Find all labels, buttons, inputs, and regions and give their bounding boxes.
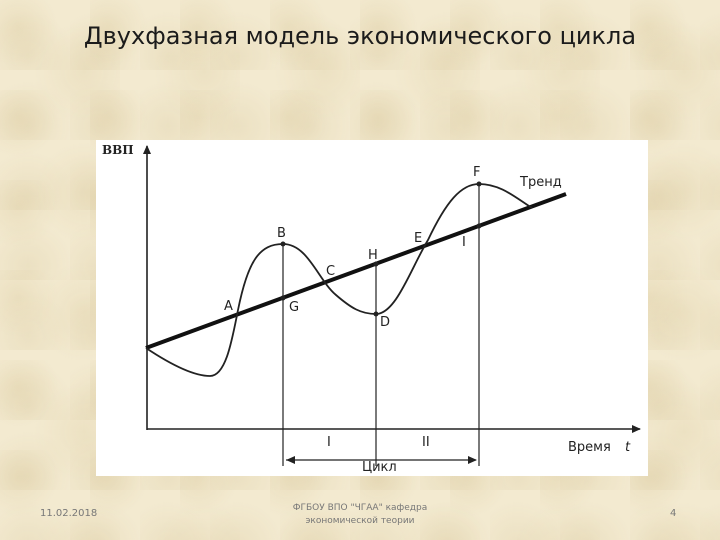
point-f-marker — [476, 181, 482, 187]
footer-org: ФГБОУ ВПО "ЧГАА" кафедра экономической т… — [292, 503, 428, 526]
cycle-curve — [145, 183, 533, 377]
point-a-label: A — [224, 299, 233, 314]
point-c-label: C — [326, 264, 335, 279]
point-i-marker — [476, 223, 482, 229]
business-cycle-diagram: ВВП Время t Тренд A B C D E F G H I I II… — [96, 140, 648, 476]
phase-1-label: I — [327, 435, 331, 450]
trend-label: Тренд — [519, 175, 562, 190]
point-b-label: B — [277, 226, 286, 241]
phase-2-label: II — [422, 435, 430, 450]
point-e-label: E — [414, 231, 422, 246]
x-axis-label: Время — [568, 440, 611, 455]
point-d-label: D — [380, 315, 390, 330]
point-h-marker — [373, 261, 379, 267]
x-axis-symbol: t — [625, 440, 631, 455]
point-b-marker — [280, 241, 286, 247]
diagram-svg: ВВП Время t Тренд A B C D E F G H I I II… — [102, 143, 641, 475]
point-h-label: H — [368, 248, 378, 263]
y-axis-label: ВВП — [102, 143, 134, 157]
trend-line — [145, 192, 567, 350]
point-g-marker — [280, 295, 286, 301]
cycle-label: Цикл — [362, 460, 397, 475]
point-i-label: I — [462, 235, 466, 250]
footer-page-number: 4 — [670, 508, 677, 519]
slide-title: Двухфазная модель экономического цикла — [83, 22, 637, 50]
point-g-label: G — [289, 300, 299, 315]
point-d-marker — [373, 311, 379, 317]
footer-date: 11.02.2018 — [40, 508, 98, 519]
point-f-label: F — [473, 165, 480, 180]
